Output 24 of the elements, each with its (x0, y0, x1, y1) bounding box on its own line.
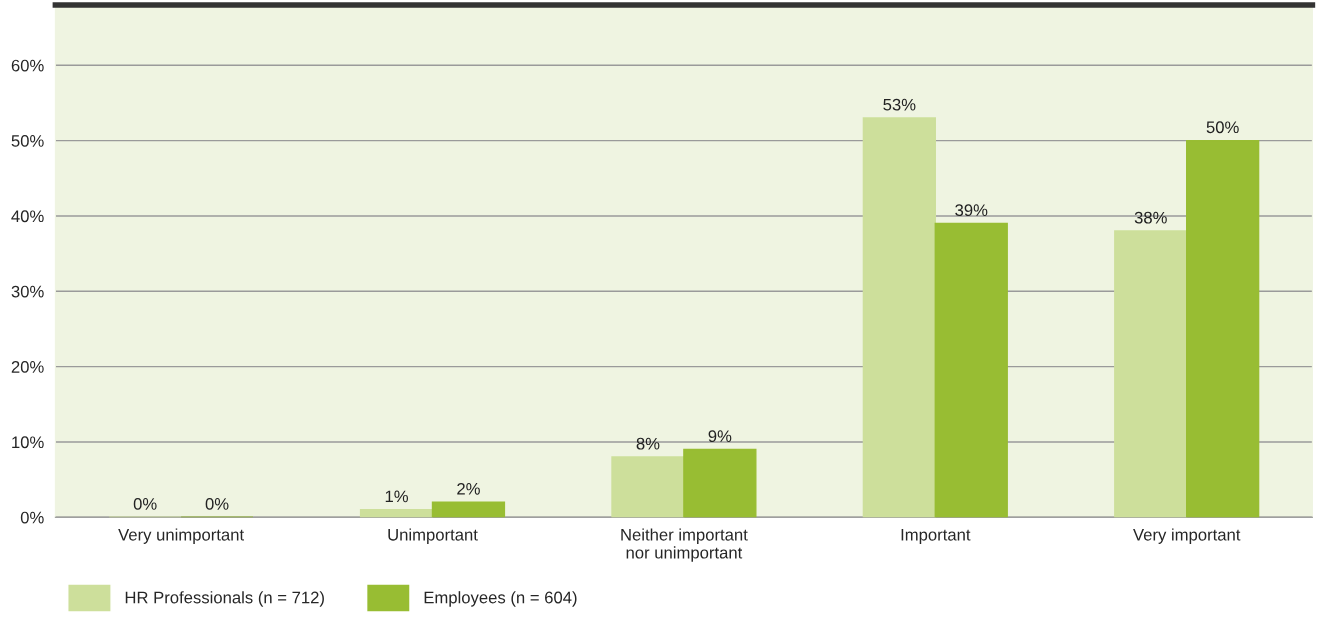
y-tick-label: 40% (11, 210, 44, 223)
data-label: 39% (955, 204, 988, 217)
data-label: 0% (205, 498, 229, 510)
y-tick-label: 50% (11, 135, 44, 147)
x-tick-label: Very unimportant (118, 528, 244, 544)
legend-label: Employees (n = 604) (424, 591, 577, 607)
y-tick-label: 60% (11, 59, 44, 72)
data-label: 38% (1134, 211, 1167, 224)
y-tick-label: 30% (11, 285, 44, 298)
x-tick-label: Important (901, 529, 971, 544)
data-label: 1% (385, 490, 408, 503)
data-label: 0% (133, 498, 157, 510)
data-label: 8% (636, 437, 660, 450)
y-tick-label: 10% (12, 436, 44, 449)
data-label: 9% (708, 430, 732, 443)
data-label: 50% (1206, 121, 1239, 134)
data-label: 2% (457, 482, 480, 495)
y-tick-label: 0% (20, 511, 44, 524)
x-tick-label: Neither important nor unimportant (621, 528, 748, 562)
legend-label: HR Professionals (n = 712) (125, 591, 324, 607)
data-label: 53% (883, 98, 916, 111)
y-tick-label: 20% (11, 361, 44, 373)
x-tick-label: Very important (1133, 528, 1241, 544)
x-tick-label: Unimportant (388, 528, 478, 544)
